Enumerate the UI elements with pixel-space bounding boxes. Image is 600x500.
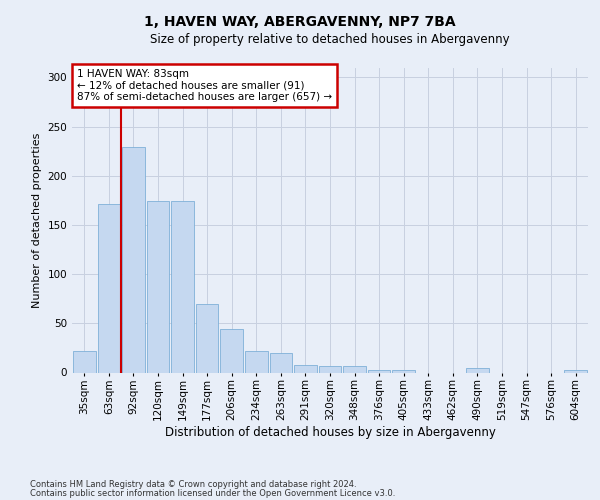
Bar — [319, 366, 341, 372]
Bar — [73, 351, 95, 372]
Bar — [565, 370, 587, 372]
Text: 1 HAVEN WAY: 83sqm
← 12% of detached houses are smaller (91)
87% of semi-detache: 1 HAVEN WAY: 83sqm ← 12% of detached hou… — [77, 69, 332, 102]
Bar — [245, 351, 268, 372]
Text: Contains public sector information licensed under the Open Government Licence v3: Contains public sector information licen… — [30, 488, 395, 498]
Y-axis label: Number of detached properties: Number of detached properties — [32, 132, 42, 308]
Bar — [294, 364, 317, 372]
Text: 1, HAVEN WAY, ABERGAVENNY, NP7 7BA: 1, HAVEN WAY, ABERGAVENNY, NP7 7BA — [144, 15, 456, 29]
Bar — [343, 366, 366, 372]
Bar — [392, 370, 415, 372]
Bar — [466, 368, 489, 372]
Bar — [98, 204, 120, 372]
X-axis label: Distribution of detached houses by size in Abergavenny: Distribution of detached houses by size … — [164, 426, 496, 438]
Bar — [146, 202, 169, 372]
Title: Size of property relative to detached houses in Abergavenny: Size of property relative to detached ho… — [150, 32, 510, 46]
Bar — [171, 202, 194, 372]
Bar — [196, 304, 218, 372]
Bar — [220, 329, 243, 372]
Bar — [122, 147, 145, 372]
Bar — [368, 370, 391, 372]
Text: Contains HM Land Registry data © Crown copyright and database right 2024.: Contains HM Land Registry data © Crown c… — [30, 480, 356, 489]
Bar — [269, 353, 292, 372]
